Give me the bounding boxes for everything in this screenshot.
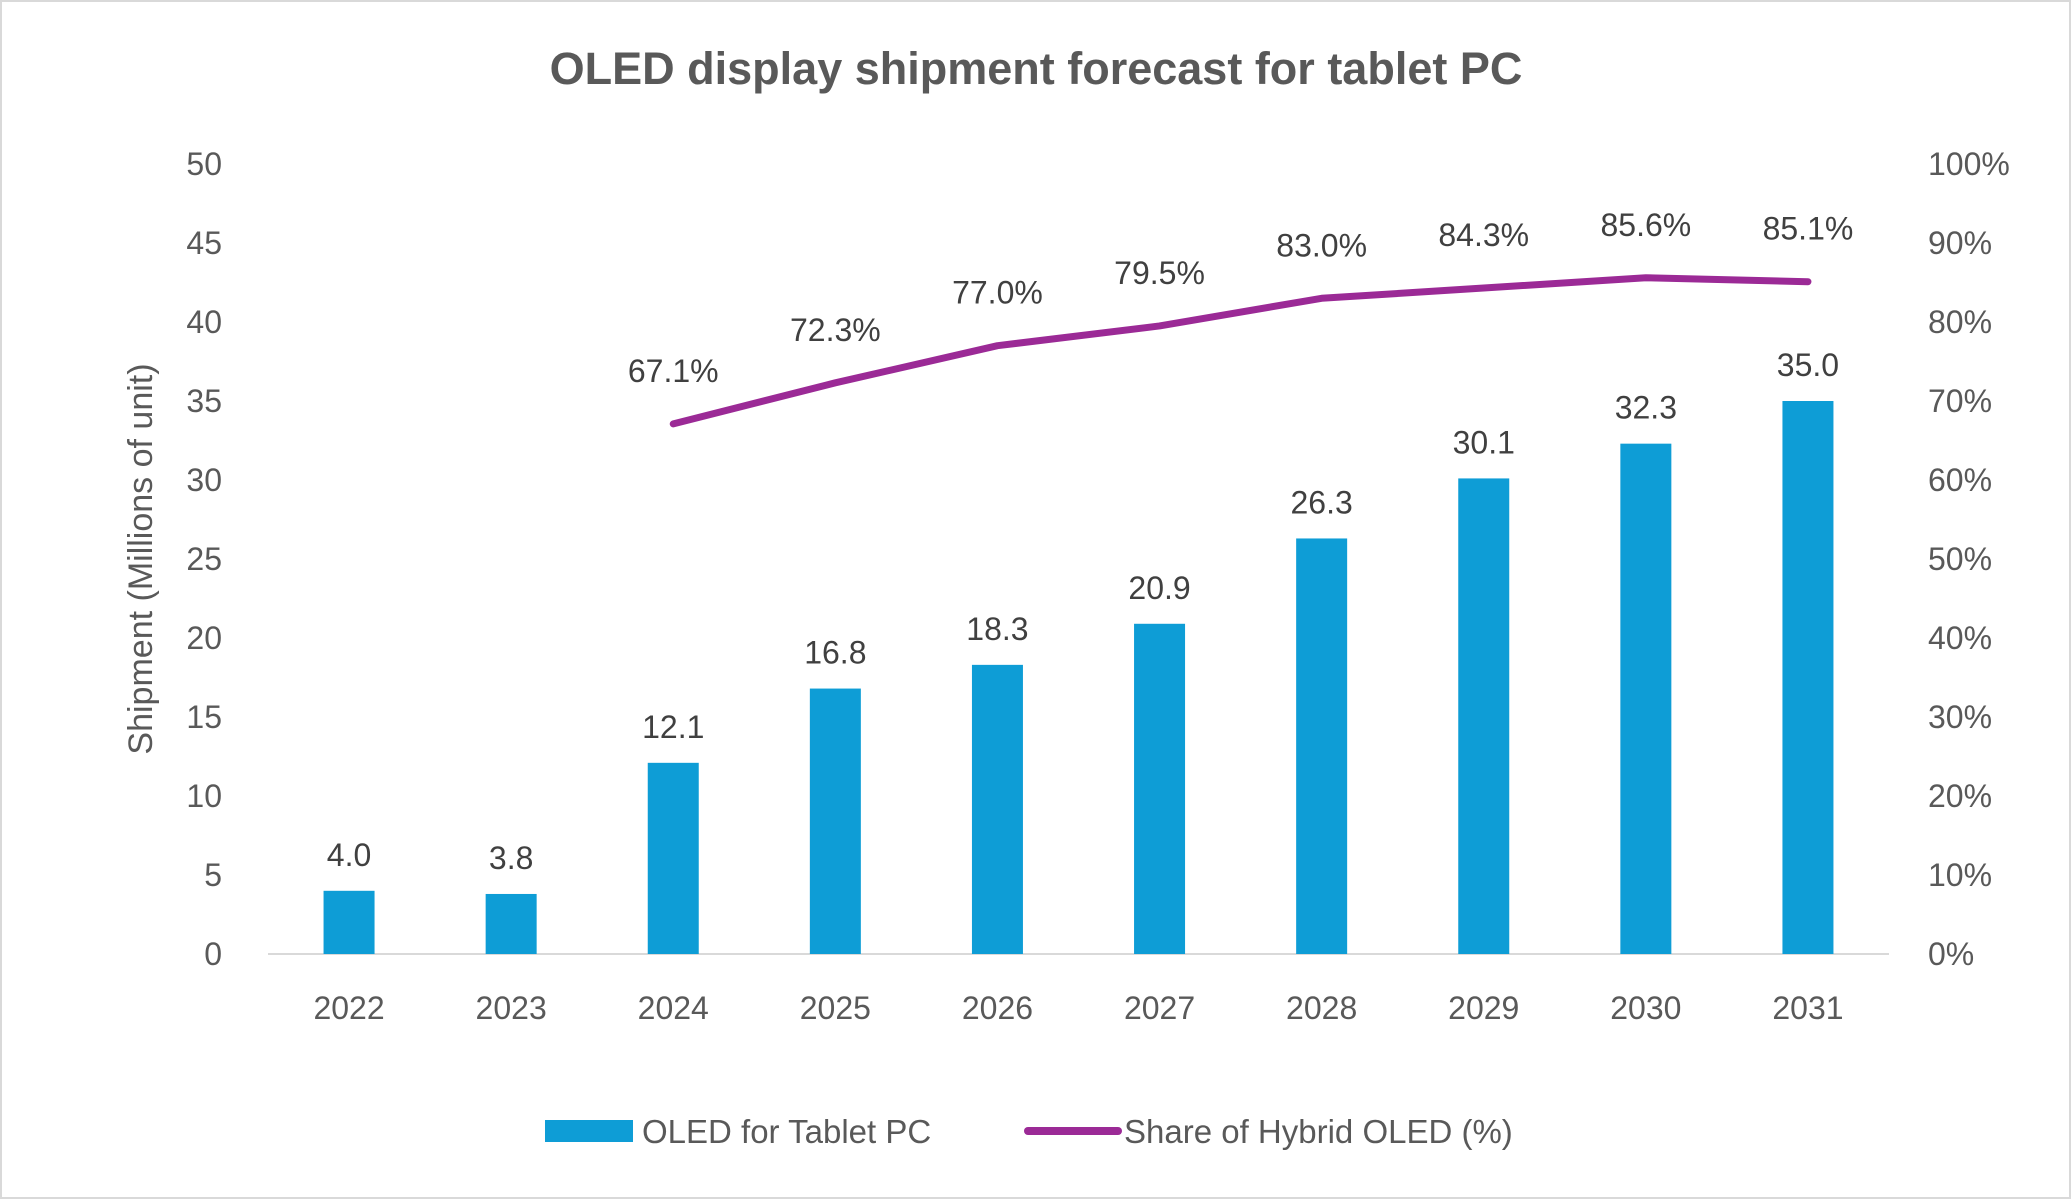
y-tick-label: 5 [204,857,222,893]
x-tick-label: 2031 [1772,990,1843,1026]
y-tick-label: 20 [186,620,222,656]
x-tick-label: 2024 [638,990,709,1026]
y2-tick-label: 70% [1928,383,1992,419]
bar-data-label: 35.0 [1777,347,1839,383]
y-tick-label: 15 [186,699,222,735]
bar-2029 [1458,478,1510,954]
bar-data-label: 26.3 [1291,484,1353,520]
y-tick-label: 45 [186,225,222,261]
bar-data-label: 20.9 [1128,570,1190,606]
bar-2031 [1782,401,1834,954]
y2-tick-label: 50% [1928,541,1992,577]
bar-data-label: 4.0 [327,837,371,873]
y-tick-label: 30 [186,462,222,498]
line-data-label: 67.1% [628,353,719,389]
bar-2025 [809,688,861,954]
bar-data-label: 30.1 [1453,424,1515,460]
y2-tick-label: 100% [1928,146,2010,182]
line-data-label: 85.6% [1600,207,1691,243]
x-tick-label: 2029 [1448,990,1519,1026]
x-tick-label: 2025 [800,990,871,1026]
y-tick-label: 35 [186,383,222,419]
bar-data-label: 12.1 [642,709,704,745]
x-tick-label: 2026 [962,990,1033,1026]
line-data-label: 83.0% [1276,227,1367,263]
x-tick-label: 2022 [313,990,384,1026]
chart-title: OLED display shipment forecast for table… [550,43,1523,94]
y-tick-label: 25 [186,541,222,577]
x-tick-label: 2023 [476,990,547,1026]
y-tick-label: 50 [186,146,222,182]
bar-2024 [647,762,699,954]
y2-tick-label: 0% [1928,936,1974,972]
bar-data-label: 32.3 [1615,390,1677,426]
legend: OLED for Tablet PC Share of Hybrid OLED … [545,1113,1513,1150]
y2-tick-label: 30% [1928,699,1992,735]
legend-swatch-bar [545,1120,633,1142]
y2-tick-label: 10% [1928,857,1992,893]
line-data-label: 72.3% [790,312,881,348]
bar-2028 [1296,538,1348,954]
y2-tick-label: 60% [1928,462,1992,498]
bar-data-label: 16.8 [804,635,866,671]
x-tick-label: 2030 [1610,990,1681,1026]
bar-data-label: 18.3 [966,611,1028,647]
line-data-label: 77.0% [952,275,1043,311]
legend-label-line: Share of Hybrid OLED (%) [1124,1113,1513,1150]
bar-2030 [1620,443,1672,954]
y2-tick-label: 40% [1928,620,1992,656]
x-tick-label: 2028 [1286,990,1357,1026]
legend-label-bar: OLED for Tablet PC [642,1113,931,1150]
bar-2027 [1134,623,1186,954]
x-tick-label: 2027 [1124,990,1195,1026]
bar-2023 [485,893,537,954]
line-data-label: 84.3% [1438,217,1529,253]
line-data-label: 79.5% [1114,255,1205,291]
bar-data-label: 3.8 [489,840,533,876]
bar-2022 [323,890,375,954]
y-axis-title: Shipment (Millions of unit) [122,363,160,754]
bar-2026 [971,664,1023,954]
y-tick-label: 40 [186,304,222,340]
y2-tick-label: 80% [1928,304,1992,340]
y-tick-label: 0 [204,936,222,972]
line-data-label: 85.1% [1763,211,1854,247]
line-share-hybrid-oled [669,274,1812,428]
y2-tick-label: 90% [1928,225,1992,261]
y-tick-label: 10 [186,778,222,814]
y2-tick-label: 20% [1928,778,1992,814]
